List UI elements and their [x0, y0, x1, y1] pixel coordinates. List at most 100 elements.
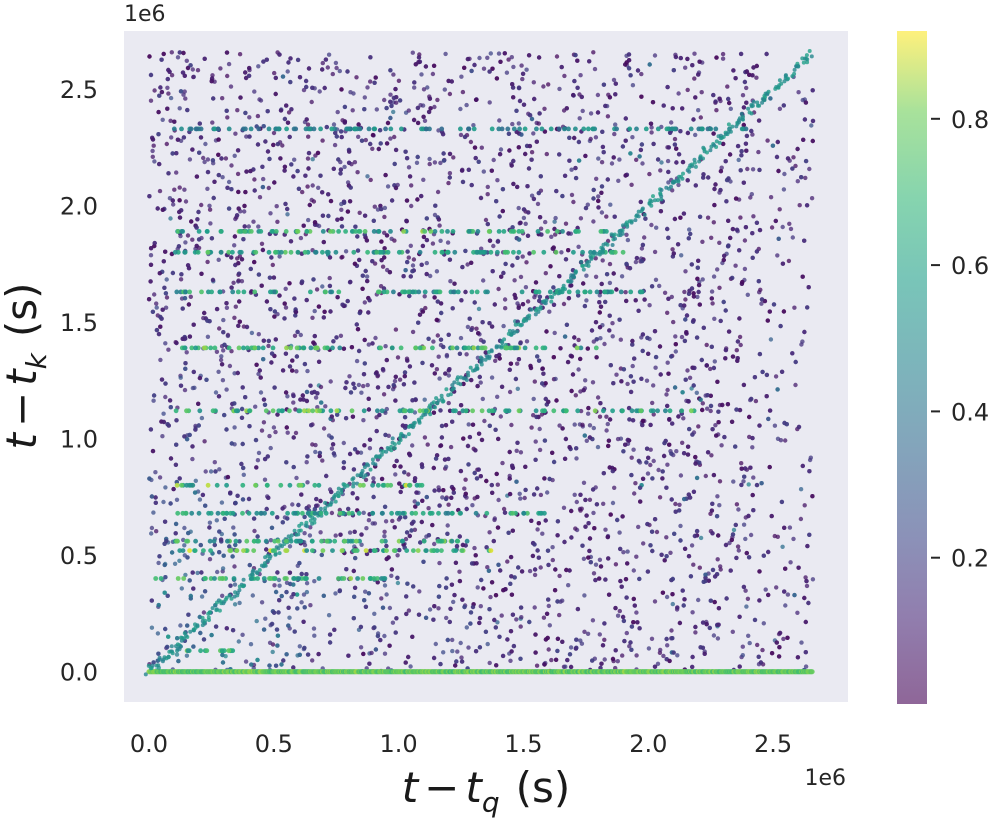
scatter-point — [650, 476, 655, 481]
scatter-point — [740, 279, 745, 285]
scatter-point — [424, 271, 429, 277]
scatter-point — [473, 97, 479, 103]
scatter-point — [569, 283, 574, 288]
scatter-point — [540, 531, 545, 536]
scatter-point — [270, 649, 275, 655]
scatter-point — [193, 423, 198, 429]
scatter-point — [782, 171, 787, 177]
scatter-point — [760, 647, 765, 653]
scatter-point — [277, 254, 282, 259]
scatter-point — [614, 287, 619, 292]
scatter-point — [410, 443, 415, 448]
scatter-point — [573, 52, 578, 58]
scatter-point — [321, 315, 326, 320]
scatter-point — [258, 98, 264, 103]
scatter-point — [690, 610, 695, 615]
scatter-point — [562, 539, 567, 545]
scatter-point — [561, 505, 567, 510]
scatter-point — [420, 309, 426, 314]
scatter-point — [611, 155, 616, 160]
scatter-point — [657, 283, 662, 289]
scatter-point — [452, 281, 457, 286]
scatter-point — [273, 429, 278, 435]
scatter-point — [478, 474, 483, 479]
scatter-point — [299, 279, 305, 284]
scatter-point — [163, 394, 168, 400]
scatter-point — [229, 349, 234, 354]
scatter-point — [507, 449, 512, 455]
scatter-point — [352, 529, 357, 534]
scatter-point — [637, 485, 643, 490]
scatter-point — [338, 532, 343, 537]
scatter-point — [273, 337, 278, 342]
scatter-point — [176, 658, 181, 664]
scatter-point — [511, 181, 516, 187]
scatter-point — [315, 391, 320, 396]
scatter-point — [311, 199, 317, 204]
scatter-point — [203, 503, 208, 508]
scatter-point — [232, 425, 237, 430]
scatter-point — [169, 50, 174, 55]
scatter-point — [243, 189, 248, 195]
scatter-point — [338, 333, 344, 338]
scatter-point — [299, 600, 304, 605]
scatter-point — [405, 358, 410, 363]
scatter-point — [647, 303, 652, 308]
scatter-point — [540, 366, 545, 371]
scatter-point — [708, 408, 713, 414]
scatter-point — [222, 412, 227, 418]
scatter-point — [365, 278, 370, 284]
scatter-point — [541, 371, 546, 376]
scatter-point — [636, 524, 641, 530]
scatter-point — [431, 655, 437, 661]
scatter-point — [191, 369, 196, 375]
scatter-point — [437, 583, 442, 589]
scatter-point — [294, 354, 300, 359]
scatter-point — [261, 124, 266, 129]
scatter-point — [646, 351, 651, 356]
scatter-point — [627, 417, 632, 422]
scatter-point — [582, 303, 588, 309]
scatter-point — [742, 266, 748, 272]
scatter-point — [434, 453, 440, 458]
scatter-point — [366, 310, 371, 315]
scatter-point — [670, 576, 675, 582]
scatter-point — [723, 356, 728, 361]
scatter-point — [624, 630, 629, 636]
scatter-point — [460, 264, 465, 270]
scatter-point — [329, 489, 334, 495]
scatter-point — [694, 528, 700, 534]
scatter-point — [201, 637, 207, 642]
scatter-point — [673, 501, 678, 507]
scatter-point — [672, 216, 678, 222]
scatter-point — [737, 334, 743, 340]
scatter-point — [610, 500, 616, 506]
scatter-point — [782, 525, 787, 530]
scatter-point — [740, 653, 745, 658]
scatter-point — [310, 183, 315, 188]
scatter-point — [494, 199, 499, 204]
scatter-point — [587, 423, 593, 428]
scatter-point — [558, 346, 563, 351]
scatter-point — [672, 142, 678, 147]
scatter-point — [161, 259, 166, 264]
scatter-point — [261, 627, 267, 632]
scatter-point — [552, 330, 557, 336]
scatter-point — [489, 324, 495, 329]
scatter-point — [232, 401, 237, 406]
scatter-point — [666, 371, 671, 376]
scatter-point — [802, 117, 808, 122]
scatter-point — [426, 336, 431, 341]
scatter-point — [578, 389, 583, 394]
scatter-point — [480, 320, 485, 325]
scatter-point — [267, 640, 273, 645]
scatter-point — [511, 95, 516, 100]
scatter-point — [320, 284, 325, 289]
scatter-point — [630, 83, 636, 88]
scatter-point — [427, 161, 432, 167]
scatter-point — [371, 476, 376, 481]
scatter-point — [591, 571, 597, 576]
scatter-point — [497, 118, 502, 123]
scatter-point — [386, 384, 391, 390]
scatter-point — [564, 567, 569, 573]
